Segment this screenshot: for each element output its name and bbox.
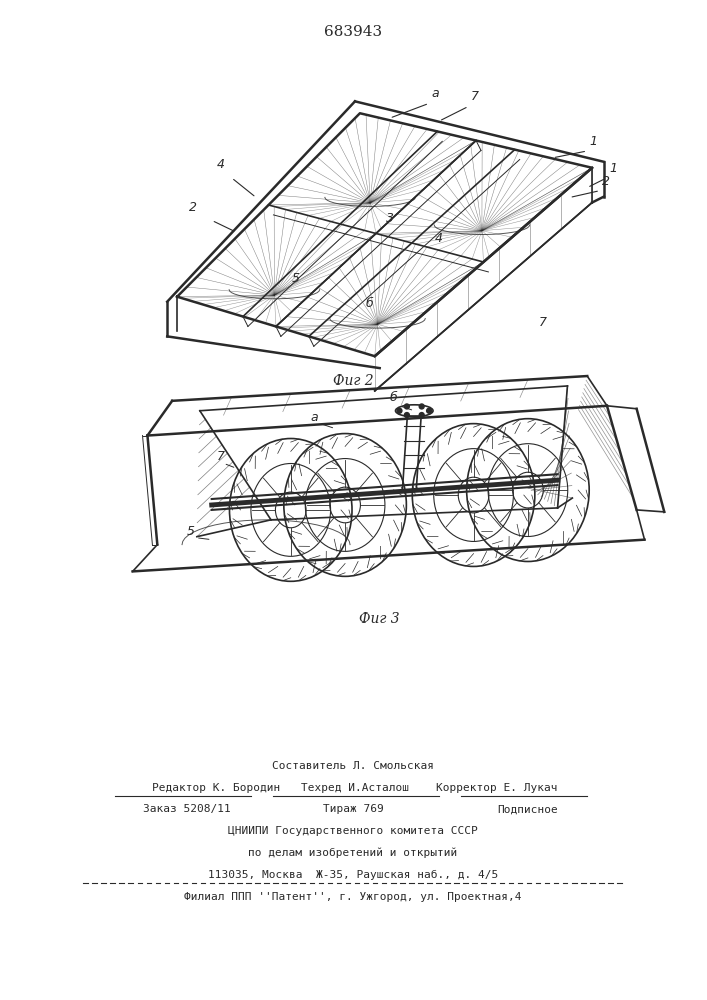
Text: 7: 7 (539, 316, 547, 329)
Text: a: a (310, 411, 318, 424)
Text: 1: 1 (589, 135, 597, 148)
Text: ЦНИИПИ Государственного комитета СССР: ЦНИИПИ Государственного комитета СССР (228, 826, 478, 836)
Text: б: б (390, 391, 397, 404)
Circle shape (397, 408, 402, 413)
Text: Составитель Л. Смольская: Составитель Л. Смольская (272, 761, 434, 771)
Text: Подписное: Подписное (497, 804, 558, 814)
Text: a: a (431, 87, 439, 100)
Text: 1: 1 (609, 162, 617, 175)
Circle shape (404, 413, 409, 418)
Text: 2: 2 (189, 201, 197, 214)
Text: 7: 7 (471, 90, 479, 103)
Text: Фиг 3: Фиг 3 (359, 612, 400, 626)
Text: б: б (366, 297, 374, 310)
Text: Филиал ППП ''Патент'', г. Ужгород, ул. Проектная,4: Филиал ППП ''Патент'', г. Ужгород, ул. П… (185, 892, 522, 902)
Circle shape (404, 404, 409, 409)
Text: 113035, Москва  Ж-35, Раушская наб., д. 4/5: 113035, Москва Ж-35, Раушская наб., д. 4… (208, 870, 498, 880)
Text: 2: 2 (602, 175, 610, 188)
Text: по делам изобретений и открытий: по делам изобретений и открытий (248, 848, 457, 858)
Text: 7: 7 (216, 450, 225, 463)
Text: Заказ 5208/11: Заказ 5208/11 (143, 804, 230, 814)
Text: Корректор Е. Лукач: Корректор Е. Лукач (436, 783, 558, 793)
Circle shape (419, 413, 424, 418)
Text: 5: 5 (187, 525, 195, 538)
Text: 3: 3 (385, 212, 394, 225)
Circle shape (419, 404, 424, 409)
Text: Фиг 2: Фиг 2 (333, 374, 373, 388)
Text: Техред И.Асталош: Техред И.Асталош (301, 783, 409, 793)
Text: Тираж 769: Тираж 769 (322, 804, 383, 814)
Circle shape (426, 408, 431, 413)
Text: Редактор К. Бородин: Редактор К. Бородин (153, 783, 281, 793)
Text: 4: 4 (435, 232, 443, 245)
Text: 5: 5 (292, 272, 300, 285)
Text: 683943: 683943 (324, 25, 382, 39)
Text: 4: 4 (216, 158, 225, 171)
